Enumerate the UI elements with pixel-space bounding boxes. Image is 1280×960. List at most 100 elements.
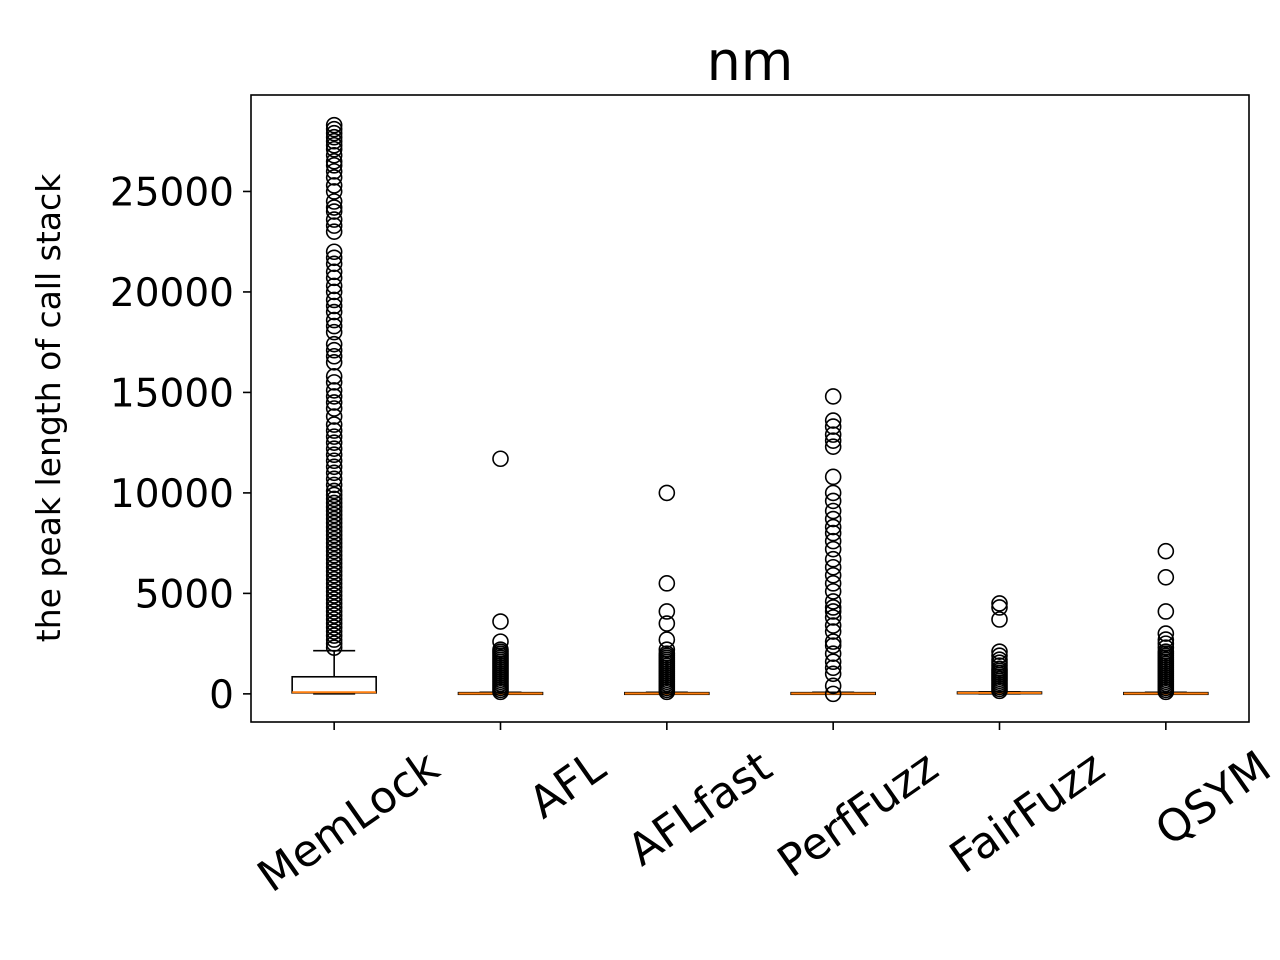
outlier-point — [325, 416, 343, 433]
outlier-point — [1157, 639, 1175, 656]
outlier-point — [824, 685, 842, 703]
outlier-point — [325, 452, 343, 470]
outlier-point — [1157, 542, 1175, 560]
outlier-point — [658, 641, 676, 658]
outlier-point — [824, 484, 842, 502]
outlier-point — [325, 611, 343, 628]
outlier-point — [325, 494, 343, 512]
outlier-point — [325, 124, 343, 142]
outlier-point — [824, 653, 842, 671]
y-tick-label: 20000 — [110, 271, 234, 316]
outlier-point — [325, 486, 343, 504]
outlier-point — [325, 323, 343, 341]
outlier-point — [325, 482, 343, 500]
outlier-point — [325, 522, 343, 540]
outlier-point — [325, 619, 343, 636]
outlier-point — [325, 440, 343, 457]
outlier-point — [325, 639, 343, 656]
outlier-point — [325, 249, 343, 267]
outlier-point — [325, 128, 343, 146]
outlier-point — [658, 631, 676, 648]
outlier-point — [1157, 569, 1175, 586]
y-tick-label: 5000 — [135, 572, 234, 617]
outlier-point — [824, 665, 842, 683]
outlier-point — [325, 347, 343, 365]
outlier-point — [658, 603, 676, 620]
outlier-point — [325, 199, 343, 216]
outlier-point — [658, 645, 676, 662]
outlier-point — [824, 609, 842, 626]
box-group — [956, 595, 1043, 700]
outlier-point — [492, 641, 509, 658]
outlier-point — [824, 633, 842, 650]
outlier-point — [991, 651, 1008, 669]
outlier-point — [325, 498, 343, 516]
outlier-point — [325, 317, 343, 335]
outlier-point — [325, 408, 343, 425]
outlier-point — [325, 183, 343, 200]
outlier-point — [824, 566, 842, 584]
outlier-point — [658, 615, 676, 632]
outlier-point — [325, 510, 343, 528]
outlier-point — [325, 263, 343, 281]
outlier-point — [325, 566, 343, 584]
outlier-point — [325, 120, 343, 138]
outlier-point — [325, 382, 343, 399]
outlier-point — [325, 341, 343, 359]
outlier-point — [824, 593, 842, 610]
outlier-point — [325, 464, 343, 482]
outlier-point — [325, 163, 343, 180]
outlier-point — [325, 434, 343, 451]
outlier-point — [325, 550, 343, 568]
outlier-point — [325, 116, 343, 134]
outlier-point — [325, 476, 343, 494]
outlier-point — [325, 422, 343, 439]
outlier-point — [824, 418, 842, 435]
outlier-point — [325, 303, 343, 321]
y-tick-label: 15000 — [110, 371, 234, 416]
box-group — [1123, 542, 1209, 701]
outlier-point — [824, 617, 842, 634]
outlier-point — [325, 587, 343, 604]
y-tick-label: 25000 — [110, 170, 234, 215]
outlier-point — [824, 558, 842, 576]
outlier-point — [325, 446, 343, 464]
outlier-point — [824, 388, 842, 405]
outlier-point — [325, 136, 343, 154]
outlier-point — [824, 599, 842, 616]
outlier-point — [325, 542, 343, 560]
outlier-point — [325, 368, 343, 385]
outlier-point — [325, 579, 343, 596]
outlier-point — [824, 575, 842, 592]
outlier-point — [824, 524, 842, 542]
outlier-point — [325, 157, 343, 174]
outlier-point — [325, 631, 343, 648]
outlier-point — [325, 311, 343, 329]
outlier-point — [325, 526, 343, 544]
y-axis-label: the peak length of call stack — [29, 173, 68, 642]
outlier-point — [325, 595, 343, 612]
outlier-point — [824, 518, 842, 536]
outlier-point — [325, 623, 343, 640]
outlier-point — [325, 627, 343, 644]
outlier-point — [325, 374, 343, 391]
outlier-point — [824, 426, 842, 443]
outlier-point — [325, 169, 343, 186]
outlier-point — [1157, 643, 1175, 660]
outlier-point — [325, 297, 343, 315]
box-iqr — [291, 675, 377, 694]
outlier-point — [991, 595, 1008, 612]
outlier-point — [325, 599, 343, 616]
outlier-point — [325, 153, 343, 170]
outlier-point — [325, 558, 343, 576]
outlier-point — [325, 388, 343, 405]
outlier-point — [824, 432, 842, 449]
box-group — [291, 116, 377, 695]
outlier-point — [325, 530, 343, 548]
outlier-point — [325, 217, 343, 234]
outlier-point — [325, 506, 343, 524]
outlier-point — [325, 470, 343, 488]
outlier-point — [325, 554, 343, 572]
